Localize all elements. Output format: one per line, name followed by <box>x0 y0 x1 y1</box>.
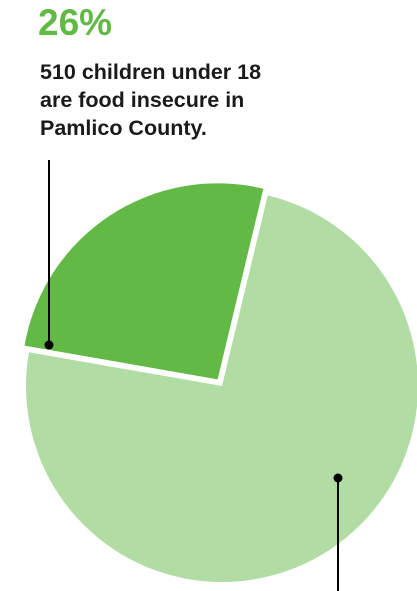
caption-line-1: 510 children under 18 <box>40 60 262 84</box>
pie-slice-remainder <box>26 195 417 582</box>
percentage-headline: 26% <box>38 2 113 43</box>
leader-dot-food-insecure <box>44 340 54 350</box>
chart-caption: 510 children under 18 are food insecure … <box>40 58 370 142</box>
pie-slice-food-insecure <box>24 183 264 380</box>
caption-line-2: are food insecure in <box>40 88 245 112</box>
caption-line-3: Pamlico County. <box>40 116 207 140</box>
leader-dot-remainder <box>333 473 343 483</box>
